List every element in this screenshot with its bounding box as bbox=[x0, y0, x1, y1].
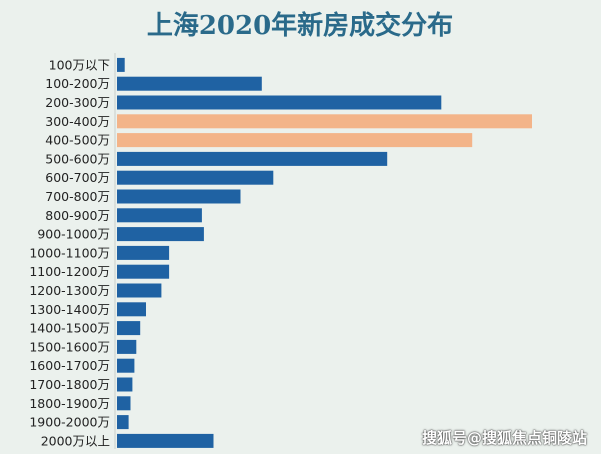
category-label-9: 900-1000万 bbox=[37, 227, 110, 242]
bar-8 bbox=[117, 208, 202, 223]
category-label-14: 1400-1500万 bbox=[29, 321, 110, 336]
bar-15 bbox=[117, 339, 137, 354]
bar-19 bbox=[117, 415, 129, 430]
bar-0 bbox=[117, 57, 125, 72]
bar-3 bbox=[117, 114, 532, 129]
bar-7 bbox=[117, 189, 241, 204]
category-label-11: 1100-1200万 bbox=[29, 264, 110, 279]
bar-11 bbox=[117, 264, 170, 279]
watermark: 搜狐号@搜狐焦点铜陵站 bbox=[421, 429, 587, 447]
bar-18 bbox=[117, 396, 131, 411]
category-label-5: 500-600万 bbox=[45, 151, 110, 166]
category-labels-group: 100万以下 100-200万 200-300万 300-400万 400-500万 50… bbox=[29, 57, 110, 448]
category-label-13: 1300-1400万 bbox=[29, 302, 110, 317]
bar-17 bbox=[117, 377, 133, 392]
category-label-19: 1900-2000万 bbox=[29, 415, 110, 430]
bar-2 bbox=[117, 95, 442, 110]
bar-1 bbox=[117, 76, 262, 91]
bar-4 bbox=[117, 133, 473, 148]
category-label-0: 100万以下 bbox=[49, 57, 110, 72]
category-label-4: 400-500万 bbox=[45, 133, 110, 148]
bar-10 bbox=[117, 245, 170, 260]
bar-12 bbox=[117, 283, 162, 298]
category-label-15: 1500-1600万 bbox=[29, 339, 110, 354]
category-label-20: 2000万以上 bbox=[41, 433, 110, 448]
bar-16 bbox=[117, 358, 135, 373]
bar-6 bbox=[117, 170, 274, 185]
bars-group bbox=[117, 57, 532, 448]
category-label-6: 600-700万 bbox=[45, 170, 110, 185]
bar-9 bbox=[117, 227, 204, 242]
category-label-17: 1700-1800万 bbox=[29, 377, 110, 392]
category-label-16: 1600-1700万 bbox=[29, 358, 110, 373]
bar-14 bbox=[117, 321, 141, 336]
category-label-12: 1200-1300万 bbox=[29, 283, 110, 298]
category-label-8: 800-900万 bbox=[45, 208, 110, 223]
category-label-7: 700-800万 bbox=[45, 189, 110, 204]
bar-5 bbox=[117, 151, 388, 166]
category-label-3: 300-400万 bbox=[45, 114, 110, 129]
category-label-18: 1800-1900万 bbox=[29, 396, 110, 411]
category-label-10: 1000-1100万 bbox=[29, 245, 110, 260]
category-label-2: 200-300万 bbox=[45, 95, 110, 110]
category-label-1: 100-200万 bbox=[45, 76, 110, 91]
bar-13 bbox=[117, 302, 146, 317]
bar-20 bbox=[117, 433, 214, 448]
chart-title: 上海2020年新房成交分布 bbox=[147, 10, 453, 41]
